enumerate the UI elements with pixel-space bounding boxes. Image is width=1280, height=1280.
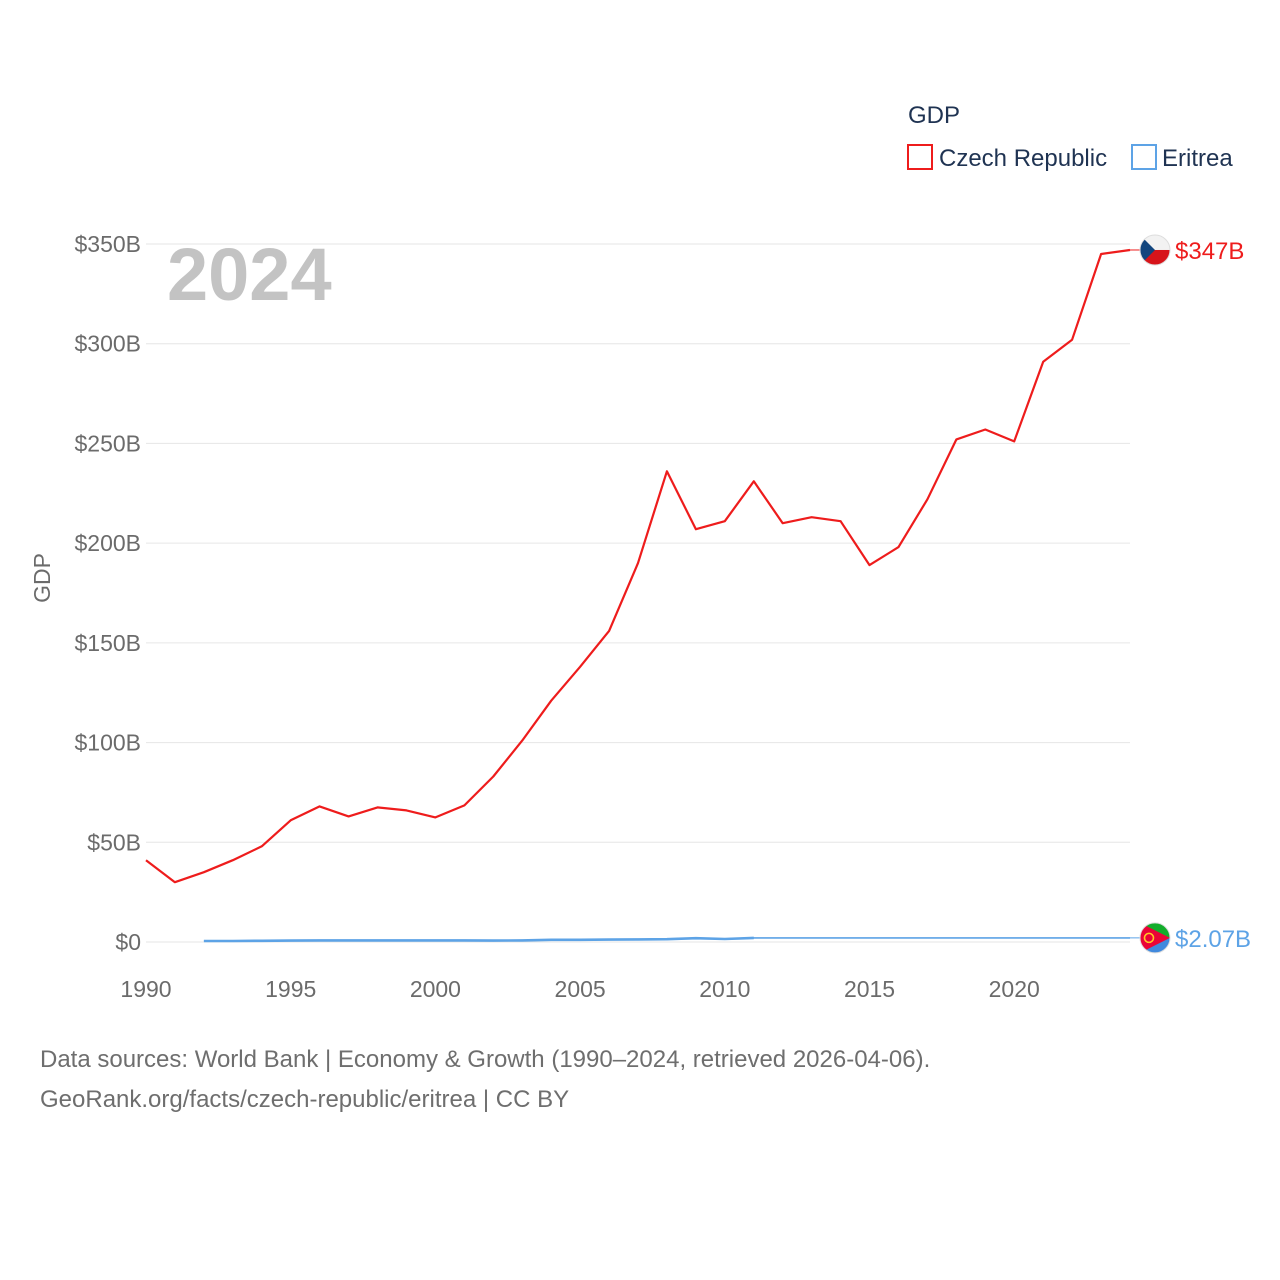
footer-attribution[interactable]: GeoRank.org/facts/czech-republic/eritrea… — [40, 1086, 570, 1113]
series-line-eritrea-observed — [203, 936, 754, 943]
grid-lines — [146, 243, 1130, 943]
footer: Data sources: World Bank | Economy & Gro… — [40, 1040, 1240, 1120]
legend-item-czech-republic[interactable]: Czech Republic — [907, 144, 1107, 172]
czech-flag-icon — [1140, 234, 1170, 265]
legend-title: GDP — [908, 102, 960, 129]
legend: GDP Czech Republic Eritrea — [907, 102, 1233, 172]
y-tick-label-0: $0 — [115, 929, 141, 955]
series-lines — [145, 248, 1131, 943]
y-axis-ticks: $0 $50B $100B $150B $200B $250B $300B $350B — [74, 231, 141, 955]
x-tick-label-2015: 2015 — [844, 976, 895, 1002]
czech-flag-border — [1139, 234, 1171, 266]
x-tick-label-2010: 2010 — [699, 976, 750, 1002]
y-tick-label-150: $150B — [74, 630, 141, 656]
x-tick-label-2020: 2020 — [989, 976, 1040, 1002]
legend-item-eritrea[interactable]: Eritrea — [1131, 144, 1233, 172]
y-tick-label-350: $350B — [74, 231, 141, 257]
year-watermark: 2024 — [167, 233, 332, 316]
y-tick-label-200: $200B — [74, 530, 141, 556]
end-label-eritrea: $2.07B — [1175, 926, 1251, 953]
eritrea-flag-icon — [1140, 922, 1170, 953]
y-axis-title: GDP — [29, 553, 55, 603]
end-label-czech-republic: $347B — [1175, 238, 1244, 265]
x-tick-label-2000: 2000 — [410, 976, 461, 1002]
y-tick-label-300: $300B — [74, 331, 141, 357]
x-tick-label-2005: 2005 — [555, 976, 606, 1002]
x-axis-ticks: 1990 1995 2000 2005 2010 2015 2020 — [120, 976, 1039, 1002]
legend-label-eritrea: Eritrea — [1162, 145, 1233, 172]
legend-label-czech-republic: Czech Republic — [939, 145, 1107, 172]
series-line-czech-republic — [145, 248, 1131, 884]
y-tick-label-50: $50B — [87, 829, 141, 855]
y-tick-label-250: $250B — [74, 430, 141, 456]
x-tick-label-1990: 1990 — [120, 976, 171, 1002]
series-end-markers — [1130, 249, 1140, 939]
x-tick-label-1995: 1995 — [265, 976, 316, 1002]
legend-swatch-eritrea — [1131, 144, 1157, 170]
y-tick-label-100: $100B — [74, 730, 141, 756]
eritrea-flag-border — [1139, 922, 1171, 954]
gdp-line-chart: $0 $50B $100B $150B $200B $250B $300B $350B 199… — [29, 102, 1251, 1002]
footer-sources: Data sources: World Bank | Economy & Gro… — [40, 1046, 931, 1073]
legend-swatch-czech-republic — [907, 144, 933, 170]
